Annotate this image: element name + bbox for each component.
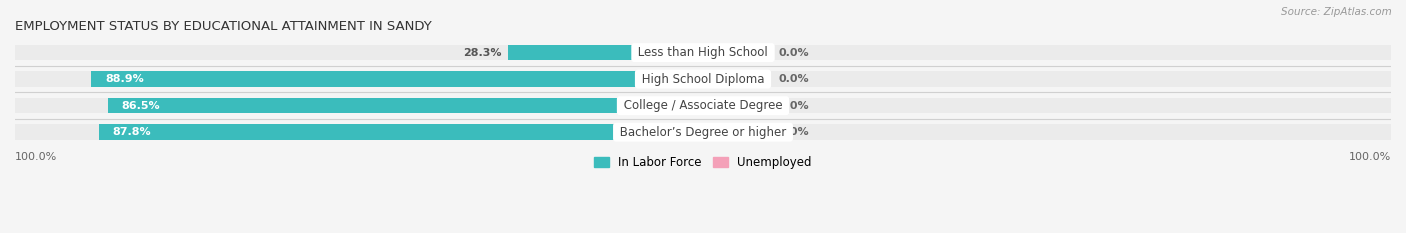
Bar	[15, 45, 1391, 60]
Text: College / Associate Degree: College / Associate Degree	[620, 99, 786, 112]
Bar	[703, 45, 758, 60]
Text: 100.0%: 100.0%	[15, 152, 58, 162]
Bar	[15, 124, 1391, 140]
Text: Source: ZipAtlas.com: Source: ZipAtlas.com	[1281, 7, 1392, 17]
Text: 0.0%: 0.0%	[779, 101, 810, 111]
Bar	[91, 72, 703, 87]
Text: Less than High School: Less than High School	[634, 46, 772, 59]
Bar	[15, 98, 1391, 113]
Bar	[509, 45, 703, 60]
Text: 0.0%: 0.0%	[779, 48, 810, 58]
Text: High School Diploma: High School Diploma	[638, 73, 768, 86]
Bar	[15, 72, 1391, 87]
Text: 88.9%: 88.9%	[105, 74, 143, 84]
Text: 86.5%: 86.5%	[122, 101, 160, 111]
Bar	[703, 124, 758, 140]
Bar	[98, 124, 703, 140]
Text: EMPLOYMENT STATUS BY EDUCATIONAL ATTAINMENT IN SANDY: EMPLOYMENT STATUS BY EDUCATIONAL ATTAINM…	[15, 20, 432, 33]
Bar	[108, 98, 703, 113]
Text: 0.0%: 0.0%	[779, 127, 810, 137]
Text: 0.0%: 0.0%	[779, 74, 810, 84]
Bar	[703, 98, 758, 113]
Text: 87.8%: 87.8%	[112, 127, 152, 137]
Legend: In Labor Force, Unemployed: In Labor Force, Unemployed	[589, 151, 817, 174]
Bar	[703, 72, 758, 87]
Text: 100.0%: 100.0%	[1348, 152, 1391, 162]
Text: 28.3%: 28.3%	[463, 48, 502, 58]
Text: Bachelor’s Degree or higher: Bachelor’s Degree or higher	[616, 126, 790, 139]
